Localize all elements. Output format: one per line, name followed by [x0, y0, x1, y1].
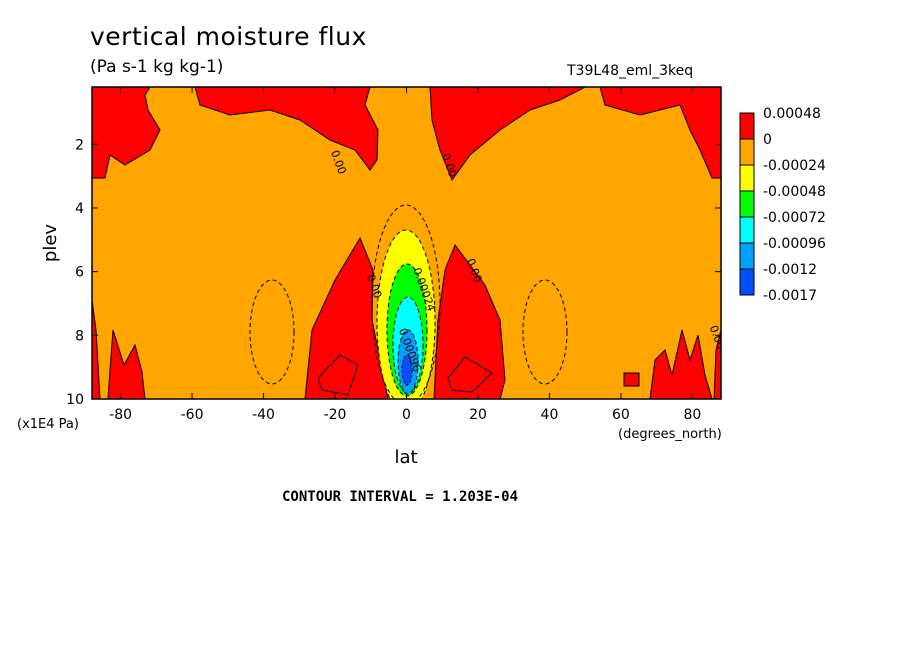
colorbar-swatch	[739, 112, 755, 140]
colorbar-swatch	[739, 138, 755, 166]
colorbar-level-label: 0	[763, 132, 772, 148]
solid-contour-west	[317, 354, 359, 396]
positive-region-ne	[599, 87, 721, 179]
chart-units: (Pa s-1 kg kg-1)	[90, 57, 224, 77]
colorbar-level-label: -0.00048	[763, 184, 826, 200]
x-tick-label: 40	[541, 407, 559, 423]
y-unit-label: (x1E4 Pa)	[17, 417, 79, 432]
positive-region-n-right	[429, 87, 586, 182]
colorbar-level-label: -0.0012	[763, 262, 817, 278]
colorbar-level-label: 0.00048	[763, 106, 821, 122]
dashed-contour-outer	[371, 204, 441, 399]
colorbar-swatch	[739, 190, 755, 218]
y-tick-label: 8	[75, 328, 84, 344]
positive-region-n-left	[194, 87, 379, 171]
positive-region-small	[623, 372, 640, 387]
dashed-contour-west	[249, 279, 295, 385]
dataset-label: T39L48_eml_3keq	[567, 63, 694, 79]
x-tick-label: 80	[683, 407, 701, 423]
x-axis-title: lat	[394, 447, 417, 468]
y-tick-label: 2	[75, 137, 84, 153]
axis-ticks: -80 -60 -40 -20 0 20 40 60 80 2 4 6 8 10	[66, 87, 721, 423]
colorbar-level-label: -0.00096	[763, 236, 826, 252]
colorbar-level-label: -0.00024	[763, 158, 826, 174]
contour-interval-note: CONTOUR INTERVAL = 1.203E-04	[282, 489, 519, 505]
y-axis-title: plev	[40, 224, 61, 263]
positive-region-se	[649, 329, 713, 399]
colorbar-swatch	[739, 242, 755, 270]
x-tick-label: -20	[324, 407, 347, 423]
y-tick-label: 10	[66, 392, 84, 408]
y-tick-label: 6	[75, 265, 84, 281]
solid-contour-east	[447, 356, 493, 393]
x-tick-label: -40	[252, 407, 275, 423]
colorbar-swatch	[739, 268, 755, 296]
colorbar-level-label: -0.0017	[763, 288, 817, 304]
positive-region-sw	[107, 329, 146, 399]
x-unit-label: (degrees_north)	[618, 427, 722, 442]
positive-region-se-edge	[713, 329, 721, 399]
y-tick-label: 4	[75, 201, 84, 217]
x-tick-label: -60	[181, 407, 204, 423]
positive-region-nw	[92, 87, 161, 179]
chart-title: vertical moisture flux	[90, 22, 367, 51]
colorbar-level-label: -0.00072	[763, 210, 826, 226]
negative-core-012	[401, 354, 413, 386]
colorbar-swatch	[739, 164, 755, 192]
x-tick-label: -80	[109, 407, 132, 423]
colorbar-swatch	[739, 216, 755, 244]
x-tick-label: 60	[612, 407, 630, 423]
x-tick-label: 0	[402, 407, 411, 423]
positive-region-sw-edge	[92, 299, 101, 399]
x-tick-label: 20	[469, 407, 487, 423]
colorbar: 0.00048 0 -0.00024 -0.00048 -0.00072 -0.00096…	[739, 106, 826, 304]
dashed-contour-east	[522, 279, 568, 385]
